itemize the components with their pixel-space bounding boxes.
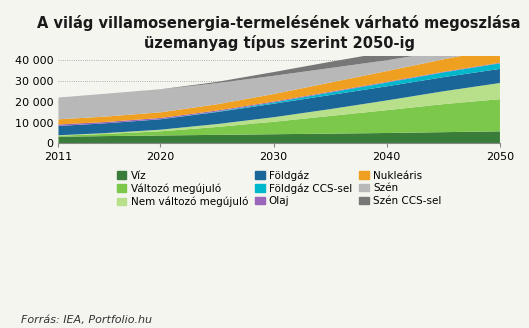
Title: A világ villamosenergia-termelésének várható megoszlása
üzemanyag típus szerint : A világ villamosenergia-termelésének vár… [38,15,521,51]
Legend: Víz, Változó megújuló, Nem változó megújuló, Földgáz, Földgáz CCS-sel, Olaj, Nuk: Víz, Változó megújuló, Nem változó megúj… [113,166,445,211]
Text: Forrás: IEA, Portfolio.hu: Forrás: IEA, Portfolio.hu [21,315,152,325]
